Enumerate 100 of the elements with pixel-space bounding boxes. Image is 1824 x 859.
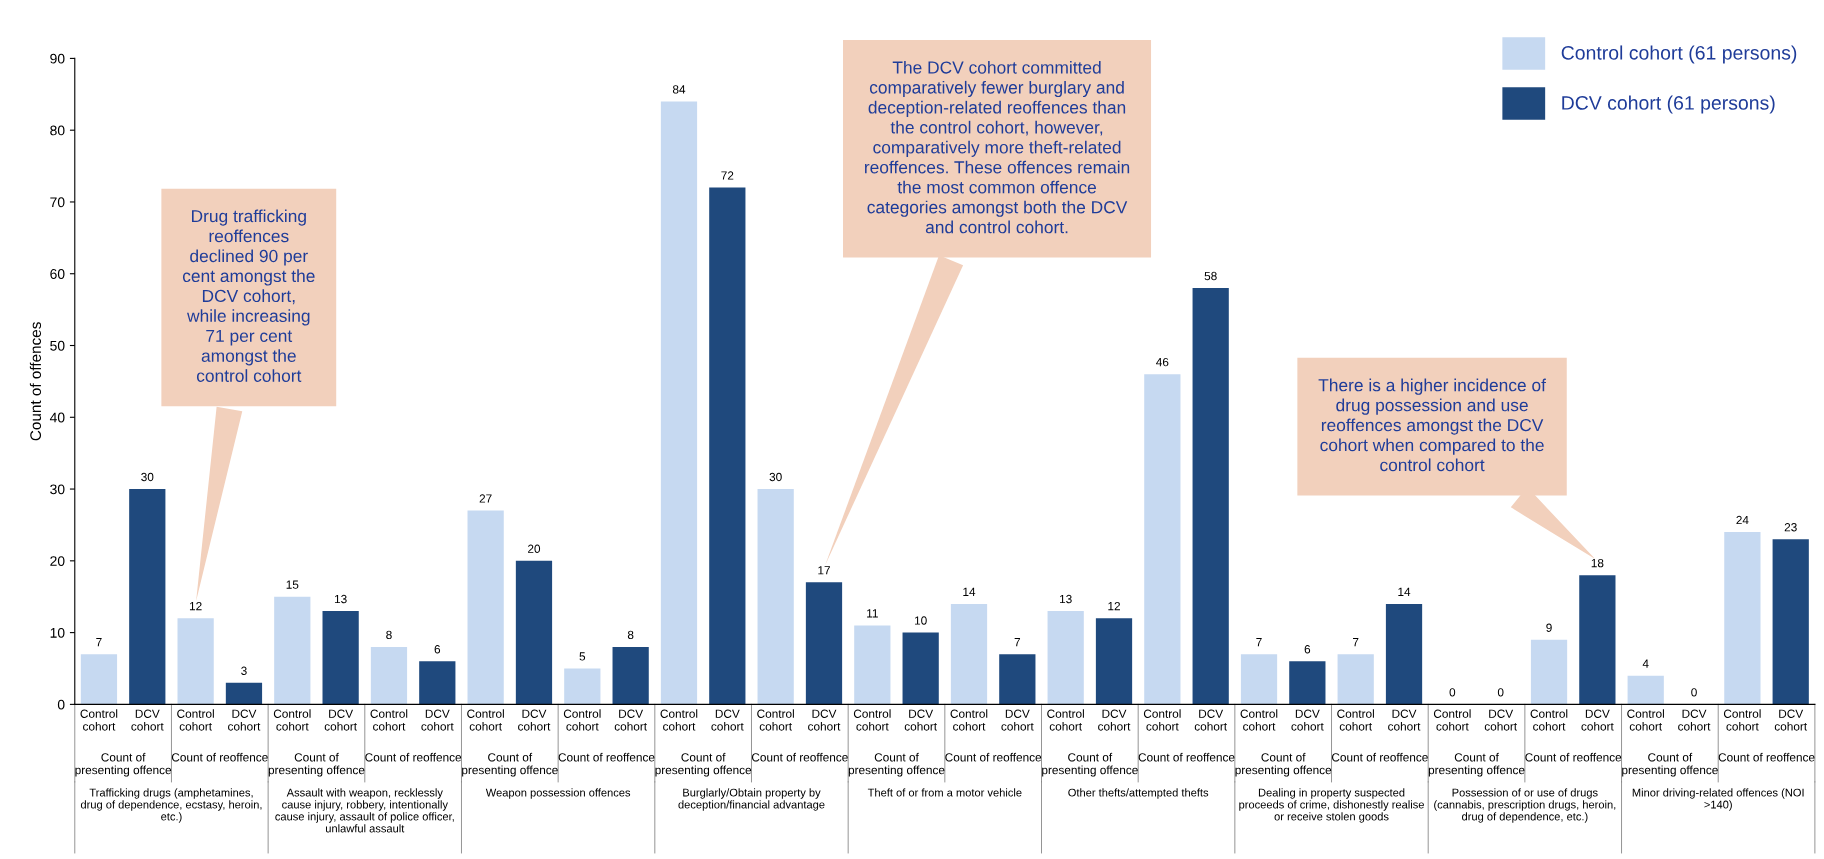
y-tick-label: 20 <box>50 556 65 566</box>
bar <box>1337 654 1374 705</box>
data-label: 18 <box>1591 558 1604 568</box>
data-label: 6 <box>1304 645 1311 654</box>
y-tick-label: 80 <box>50 125 65 136</box>
bar <box>1385 603 1423 705</box>
data-label: 3 <box>241 666 247 675</box>
x-tick-label: DCV cohort <box>518 709 551 731</box>
data-label: 0 <box>1691 688 1697 697</box>
x-tick-label: Control cohort <box>757 709 794 731</box>
text: Count of reoffence <box>558 752 655 762</box>
bar <box>1724 532 1761 705</box>
x-tick-label: DCV cohort <box>1098 709 1131 731</box>
bar <box>1240 654 1278 705</box>
text: Count of reoffence <box>1332 752 1428 762</box>
bar <box>1047 611 1084 705</box>
data-label: 9 <box>1546 623 1552 632</box>
data-label: 30 <box>141 472 154 482</box>
y-tick-label: 70 <box>50 197 65 208</box>
bar <box>902 632 939 705</box>
data-label: 0 <box>1497 688 1504 697</box>
bar <box>419 661 456 705</box>
text: Trafficking drugs (amphetamines, drug of dependence, ecstasy, heroin, etc.) <box>80 788 262 823</box>
y-tick-label: 30 <box>50 484 65 495</box>
text: Count of presenting offence <box>1042 752 1138 777</box>
x-tick-label: DCV cohort <box>1678 709 1711 731</box>
bar <box>177 618 214 705</box>
x-tick-label: DCV cohort <box>1001 709 1034 731</box>
data-label: 84 <box>672 85 686 94</box>
text: Count of presenting offence <box>1235 752 1332 777</box>
data-label: 20 <box>528 544 541 553</box>
bar <box>1579 575 1616 705</box>
bar <box>129 489 166 705</box>
bar <box>805 582 843 705</box>
x-tick-label: Control cohort <box>1530 709 1568 731</box>
data-label: 6 <box>434 645 441 654</box>
bar <box>467 510 504 705</box>
data-label: 7 <box>1256 638 1262 647</box>
x-tick-label: Control cohort <box>1337 709 1374 731</box>
x-tick-label: DCV cohort <box>324 709 357 731</box>
data-label: 46 <box>1156 357 1169 367</box>
x-tick-label: DCV cohort <box>421 709 454 731</box>
bar <box>1095 618 1133 705</box>
text: Count of presenting offence <box>848 752 945 777</box>
x-tick-label: Control cohort <box>563 709 601 731</box>
text: Dealing in property suspected proceeds of crime, dishonestly realise or receive stolen goods <box>1239 788 1424 823</box>
bar <box>1192 288 1229 705</box>
bar <box>1772 539 1809 705</box>
data-label: 8 <box>386 630 392 640</box>
bar <box>564 668 601 705</box>
x-tick-label: Control cohort <box>370 709 408 731</box>
text: Count of reoffence <box>1138 752 1235 762</box>
data-label: 17 <box>818 566 830 575</box>
bar <box>757 489 794 705</box>
x-tick-label: Control cohort <box>80 709 118 731</box>
x-tick-label: DCV cohort <box>711 709 744 731</box>
bar <box>1144 374 1181 705</box>
x-tick-label: Control cohort <box>467 709 504 731</box>
data-label: 13 <box>334 594 347 604</box>
x-tick-label: DCV cohort <box>1774 709 1808 731</box>
data-label: 23 <box>1784 523 1797 532</box>
text: Count of reoffence <box>1718 752 1815 762</box>
x-tick-label: Control cohort <box>1723 709 1761 731</box>
data-label: 8 <box>627 630 634 640</box>
text: Theft of or from a motor vehicle <box>867 788 1022 797</box>
data-label: 30 <box>769 472 782 482</box>
data-label: 11 <box>867 609 878 618</box>
text: Minor driving-related offences (NOI >140) <box>1632 788 1804 811</box>
data-label: 5 <box>579 652 586 661</box>
data-label: 0 <box>1449 688 1456 697</box>
text: Count of reoffence <box>1525 752 1622 762</box>
data-label: 72 <box>721 171 734 180</box>
bar <box>854 625 891 705</box>
bar <box>225 682 263 705</box>
text: Drug trafficking reoffences declined 90 per cent amongst the DCV cohort, while increasing 71 per cent amongst the control cohort <box>182 209 315 382</box>
y-tick-label: 10 <box>50 627 65 638</box>
x-tick-label: DCV cohort <box>614 709 647 731</box>
bar <box>1530 639 1568 705</box>
text: Other thefts/attempted thefts <box>1068 788 1209 799</box>
text: Count of presenting offence <box>462 752 558 777</box>
x-tick-label: Control cohort <box>950 709 988 731</box>
x-tick-label: DCV cohort <box>1484 709 1518 731</box>
text: Count of reoffence <box>171 752 268 762</box>
x-tick-label: Control cohort <box>1240 709 1278 731</box>
y-tick-label: 60 <box>50 269 65 279</box>
text: Weapon possession offences <box>485 788 631 799</box>
y-tick-label: 0 <box>57 699 65 710</box>
bar <box>709 187 746 705</box>
x-tick-label: DCV cohort <box>1194 709 1227 731</box>
x-tick-label: Control cohort <box>177 709 214 731</box>
data-label: 7 <box>96 638 102 647</box>
data-label: 27 <box>479 494 492 503</box>
bar <box>322 611 359 705</box>
data-label: 4 <box>1642 659 1649 668</box>
data-label: 12 <box>1108 602 1120 611</box>
legend-label: DCV cohort (61 persons) <box>1562 95 1775 114</box>
bar <box>660 101 698 705</box>
data-label: 7 <box>1353 638 1359 647</box>
x-tick-label: Control cohort <box>660 709 698 731</box>
x-tick-label: Control cohort <box>853 709 891 731</box>
